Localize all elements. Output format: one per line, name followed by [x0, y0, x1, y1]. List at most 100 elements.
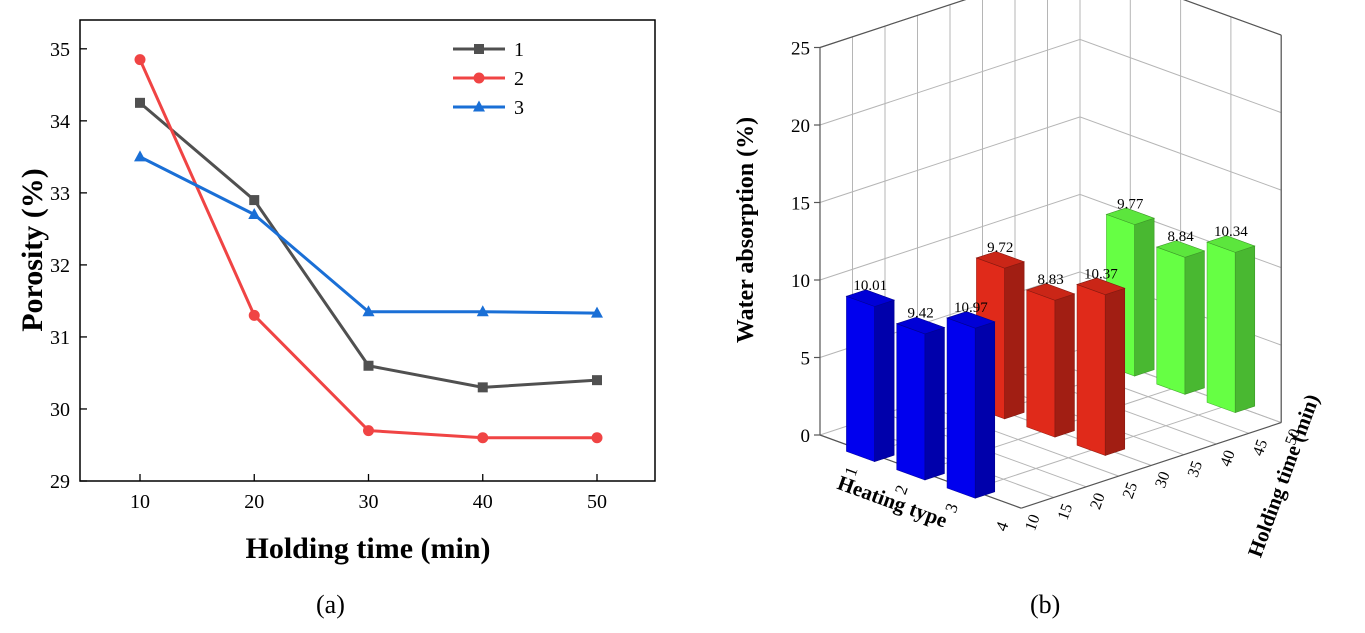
z-tick-label: 10 — [791, 271, 810, 292]
y-tick-label: 31 — [50, 327, 70, 349]
bar-front-face — [946, 317, 976, 499]
bar-top-face — [975, 251, 1026, 269]
data-point — [248, 309, 260, 321]
data-point — [134, 150, 146, 162]
y-tick-label: 50 — [1282, 427, 1303, 448]
data-point — [591, 306, 603, 318]
bar: 9.42 — [895, 306, 946, 481]
z-tick-label: 0 — [801, 426, 811, 447]
y-axis-line — [1021, 422, 1282, 509]
data-point — [363, 360, 374, 371]
bar-side-face — [1134, 217, 1155, 377]
x-tick-label: 20 — [244, 491, 264, 513]
bar-side-face — [1004, 261, 1025, 420]
z-tick-label: 15 — [791, 194, 810, 215]
y-tick-label: 15 — [1055, 502, 1076, 523]
bar-value-label: 9.77 — [1117, 196, 1144, 212]
bar-side-face — [1104, 287, 1126, 456]
bar-side-face — [924, 327, 945, 481]
wall-grid-line — [819, 38, 1282, 126]
bar-front-face — [896, 323, 926, 481]
bar-value-label: 9.72 — [987, 240, 1013, 256]
bar-top-face — [1206, 235, 1256, 253]
x-tick-label: 50 — [587, 491, 607, 513]
legend-marker — [474, 44, 484, 54]
y-tick-label: 30 — [1152, 469, 1173, 490]
series-2 — [134, 54, 603, 444]
y-tick-label: 20 — [1087, 491, 1108, 512]
plot-frame — [79, 19, 656, 482]
bar-top-face — [845, 289, 896, 307]
y-tick-label: 33 — [50, 183, 70, 205]
series-1 — [135, 97, 602, 393]
bar-top-face — [1076, 277, 1126, 296]
bar: 10.97 — [946, 300, 996, 499]
bar: 8.84 — [1155, 229, 1206, 395]
legend-marker — [473, 72, 485, 84]
bar-value-label: 8.84 — [1167, 229, 1194, 245]
wall-grid-line — [819, 116, 1282, 203]
data-point — [134, 54, 146, 66]
series-3 — [134, 150, 603, 318]
y-tick-label: 25 — [1120, 480, 1141, 501]
z-tick-label: 5 — [801, 349, 811, 370]
x-axis-title: Heating type — [834, 470, 950, 532]
bar-top-face — [1025, 283, 1076, 301]
bar: 10.34 — [1206, 224, 1256, 414]
bar-top-face — [1155, 240, 1206, 258]
y-tick-label: 30 — [50, 399, 70, 421]
bar-front-face — [846, 295, 875, 463]
y-tick-label: 34 — [50, 111, 70, 133]
legend-label: 1 — [514, 39, 524, 61]
legend-marker — [473, 100, 485, 112]
series-line — [138, 59, 597, 440]
x-tick-label: 30 — [359, 491, 379, 513]
data-point — [362, 305, 375, 317]
y-axis-title: Holding time (min) — [1243, 391, 1324, 560]
bar-top-face — [1105, 207, 1156, 225]
bar-side-face — [1054, 293, 1075, 438]
y-axis-title: Porosity (%) — [16, 168, 49, 332]
bar-top-face — [946, 311, 996, 329]
bar-front-face — [1026, 289, 1056, 438]
z-axis-title: Water absorption (%) — [733, 117, 759, 343]
data-point — [592, 375, 602, 386]
bar-side-face — [874, 299, 895, 463]
top-edge — [819, 0, 967, 49]
bar-front-face — [1156, 246, 1186, 395]
bar-side-face — [974, 321, 996, 499]
series-line — [139, 155, 598, 315]
bar-value-label: 10.37 — [1084, 266, 1118, 282]
bar: 10.37 — [1076, 266, 1126, 456]
data-point — [135, 97, 145, 108]
bar: 8.83 — [1025, 272, 1076, 438]
legend-label: 3 — [514, 97, 524, 119]
y-tick-label: 29 — [50, 471, 70, 493]
data-point — [477, 432, 489, 444]
series-line — [139, 101, 598, 389]
y-tick-label: 10 — [1022, 512, 1043, 533]
bar-value-label: 10.97 — [954, 300, 988, 316]
y-tick-label: 45 — [1250, 437, 1271, 458]
data-point — [248, 207, 261, 219]
bar: 10.01 — [845, 278, 896, 463]
x-tick-label: 10 — [130, 491, 150, 513]
x-axis-title: Holding time (min) — [246, 532, 491, 565]
top-edge — [1182, 0, 1282, 36]
bar-side-face — [1184, 250, 1205, 395]
y-tick-label: 35 — [1185, 459, 1206, 480]
y-tick-label: 32 — [50, 255, 70, 277]
x-tick-label: 40 — [473, 491, 493, 513]
bar-front-face — [1206, 241, 1236, 414]
data-point — [476, 305, 489, 317]
z-tick-label: 20 — [791, 116, 810, 137]
data-point — [249, 195, 260, 206]
y-tick-label: 40 — [1217, 448, 1238, 469]
bar-value-label: 9.42 — [907, 306, 933, 322]
x-tick-label: 4 — [992, 519, 1013, 534]
bar-front-face — [1076, 284, 1106, 456]
wall-grid-line — [819, 0, 1282, 48]
data-point — [591, 432, 603, 444]
